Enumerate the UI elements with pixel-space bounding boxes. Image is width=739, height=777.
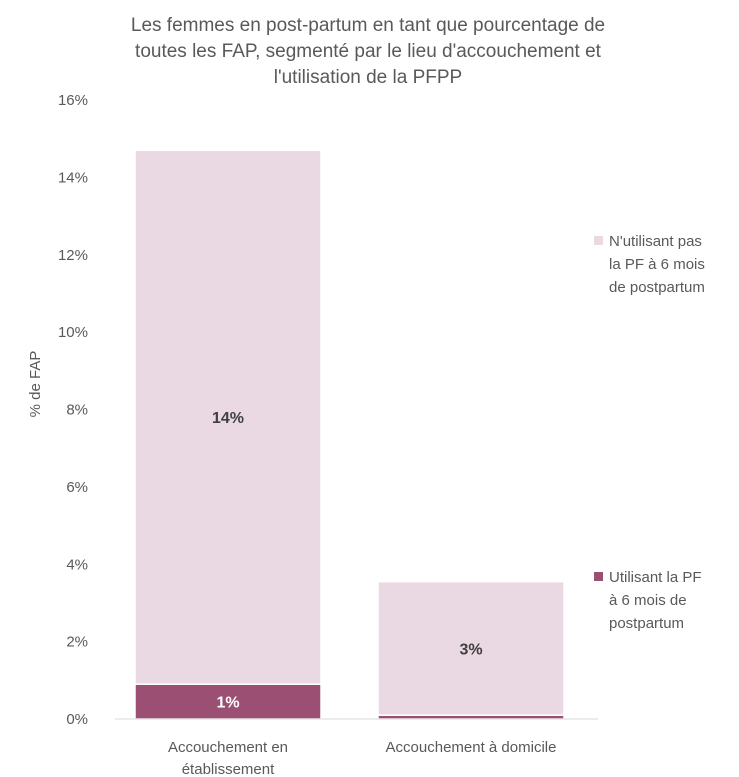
x-axis-categories: Accouchement en établissement Accouchement… [168,739,557,777]
y-axis-label-text: % de FAP [27,351,44,418]
y-tick-label: 0% [66,711,88,728]
bar-segment [377,580,565,716]
legend: Utilisant la PF à 6 mois de postpartum N'ut… [594,233,705,632]
y-tick-label: 4% [66,556,88,573]
data-label: 14% [212,410,244,427]
x-category-label: Accouchement à domicile [386,739,557,756]
y-tick-label: 2% [66,634,88,651]
legend-label: N'utilisant pas [609,233,702,250]
legend-label: à 6 mois de [609,592,687,609]
bar-segment [134,683,322,720]
y-axis-ticks: 0% 2% 4% 6% 8% 10% 12% 14% 16% [58,92,88,728]
y-tick-label: 14% [58,169,88,186]
legend-swatch [594,572,603,581]
y-tick-label: 8% [66,402,88,419]
x-category-label: établissement [182,761,275,777]
legend-label: de postpartum [609,279,705,296]
legend-swatch [594,236,603,245]
y-tick-label: 10% [58,324,88,341]
chart-title-line: Les femmes en post-partum en tant que po… [131,15,605,36]
y-axis-label: % de FAP [27,351,44,418]
bars [134,149,565,720]
data-label: 1% [216,695,239,712]
data-labels: 1% 14% 3% [212,410,483,711]
data-label: 3% [459,641,482,658]
legend-label: postpartum [609,615,684,632]
y-tick-label: 16% [58,92,88,109]
legend-label: la PF à 6 mois [609,256,705,273]
chart-title-line: toutes les FAP, segmenté par le lieu d'a… [135,41,602,62]
x-category-label: Accouchement en [168,739,288,756]
y-tick-label: 12% [58,247,88,264]
bar-segment [134,149,322,685]
legend-label: Utilisant la PF [609,569,702,586]
chart-title: Les femmes en post-partum en tant que po… [131,15,605,88]
chart-title-line: l'utilisation de la PFPP [274,67,462,88]
y-tick-label: 6% [66,479,88,496]
